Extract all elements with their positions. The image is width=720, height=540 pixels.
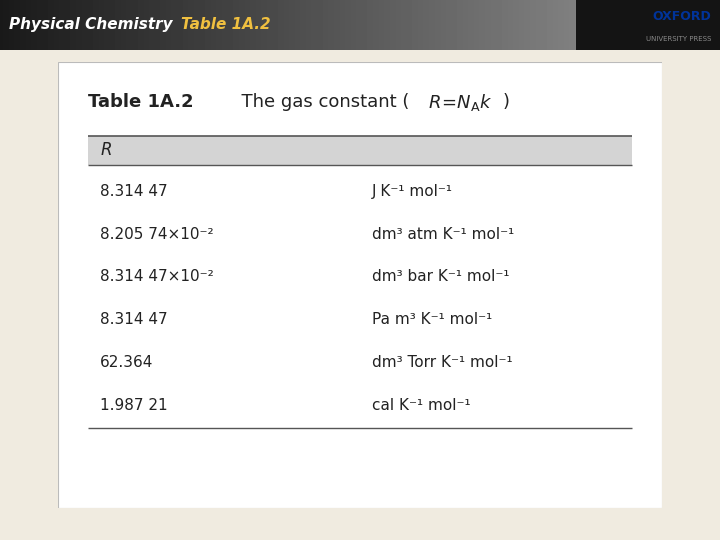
Text: dm³ atm K⁻¹ mol⁻¹: dm³ atm K⁻¹ mol⁻¹ xyxy=(372,227,514,241)
Text: 8.205 74×10⁻²: 8.205 74×10⁻² xyxy=(100,227,214,241)
Text: UNIVERSITY PRESS: UNIVERSITY PRESS xyxy=(646,36,711,42)
Text: dm³ bar K⁻¹ mol⁻¹: dm³ bar K⁻¹ mol⁻¹ xyxy=(372,269,510,285)
Text: dm³ Torr K⁻¹ mol⁻¹: dm³ Torr K⁻¹ mol⁻¹ xyxy=(372,355,513,370)
Text: Pa m³ K⁻¹ mol⁻¹: Pa m³ K⁻¹ mol⁻¹ xyxy=(372,312,492,327)
Text: OXFORD: OXFORD xyxy=(652,10,711,23)
Bar xyxy=(88,136,632,165)
Text: J K⁻¹ mol⁻¹: J K⁻¹ mol⁻¹ xyxy=(372,184,453,199)
Text: 8.314 47: 8.314 47 xyxy=(100,312,168,327)
Text: The gas constant (: The gas constant ( xyxy=(230,93,410,111)
Text: ): ) xyxy=(502,93,509,111)
Text: Table 1A.2: Table 1A.2 xyxy=(181,17,271,32)
Text: $R\!=\!N_\mathrm{A}k$: $R\!=\!N_\mathrm{A}k$ xyxy=(428,92,492,113)
Text: Physical Chemistry: Physical Chemistry xyxy=(9,17,172,32)
Text: Table 1A.2: Table 1A.2 xyxy=(88,93,194,111)
Text: 8.314 47: 8.314 47 xyxy=(100,184,168,199)
Text: 62.364: 62.364 xyxy=(100,355,153,370)
Text: $R$: $R$ xyxy=(100,141,112,159)
Text: 1.987 21: 1.987 21 xyxy=(100,397,168,413)
Text: 8.314 47×10⁻²: 8.314 47×10⁻² xyxy=(100,269,214,285)
Text: cal K⁻¹ mol⁻¹: cal K⁻¹ mol⁻¹ xyxy=(372,397,471,413)
